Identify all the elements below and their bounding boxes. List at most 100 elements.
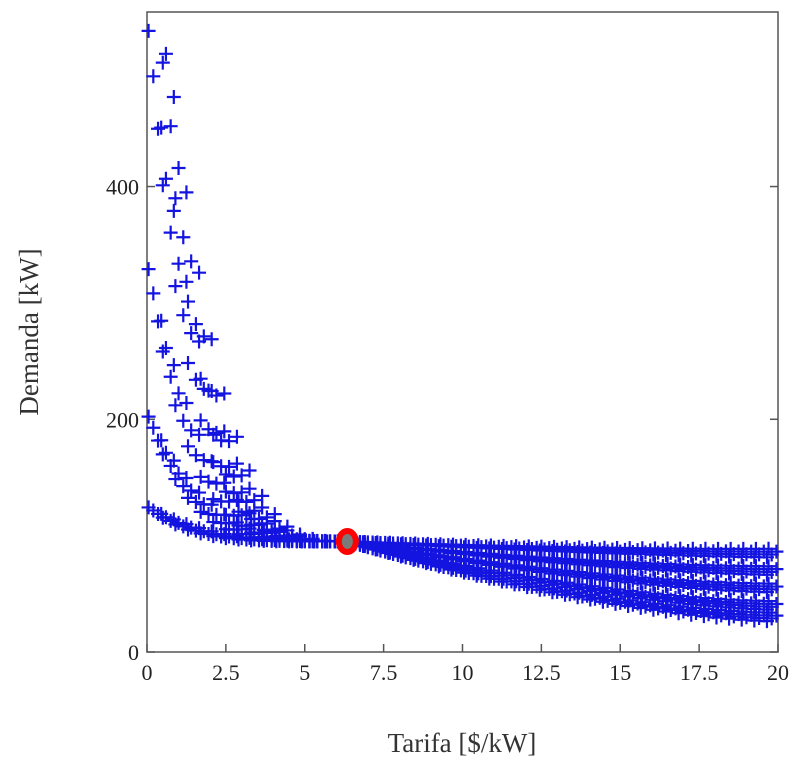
data-point bbox=[685, 574, 700, 589]
data-point bbox=[217, 386, 232, 401]
data-point bbox=[166, 358, 181, 373]
data-point bbox=[660, 557, 675, 572]
data-point bbox=[357, 539, 372, 554]
data-point bbox=[370, 542, 385, 557]
data-point bbox=[622, 555, 637, 570]
data-point bbox=[226, 486, 241, 501]
data-point bbox=[660, 541, 675, 556]
data-point bbox=[610, 554, 625, 569]
data-point bbox=[188, 317, 203, 332]
data-point bbox=[231, 518, 246, 533]
data-point bbox=[685, 557, 700, 572]
data-point bbox=[647, 541, 662, 556]
data-point bbox=[168, 398, 183, 413]
data-point bbox=[163, 119, 178, 134]
data-point bbox=[559, 552, 574, 567]
data-point bbox=[168, 517, 183, 532]
data-point bbox=[635, 555, 650, 570]
data-point bbox=[214, 494, 229, 509]
data-point bbox=[698, 558, 713, 573]
data-point bbox=[214, 433, 229, 448]
y-tick-label: 400 bbox=[106, 175, 139, 200]
data-point bbox=[158, 171, 173, 186]
data-point bbox=[226, 469, 241, 484]
data-point bbox=[698, 541, 713, 556]
data-point bbox=[769, 562, 784, 577]
data-point bbox=[181, 490, 196, 505]
data-point bbox=[420, 554, 435, 569]
data-point bbox=[229, 429, 244, 444]
data-point bbox=[234, 468, 249, 483]
data-point bbox=[281, 532, 296, 547]
data-point bbox=[769, 608, 784, 623]
data-point bbox=[193, 526, 208, 541]
data-point bbox=[217, 424, 232, 439]
data-point bbox=[319, 534, 334, 549]
data-point bbox=[483, 569, 498, 584]
data-point bbox=[433, 557, 448, 572]
data-point bbox=[723, 558, 738, 573]
data-point bbox=[193, 371, 208, 386]
data-point bbox=[597, 589, 612, 604]
x-tick-label: 2.5 bbox=[212, 660, 240, 685]
data-point bbox=[247, 493, 262, 508]
data-point bbox=[193, 504, 208, 519]
data-point bbox=[184, 483, 199, 498]
data-point bbox=[171, 386, 186, 401]
data-point bbox=[179, 395, 194, 410]
data-point bbox=[610, 591, 625, 606]
data-point bbox=[584, 566, 599, 581]
data-point bbox=[610, 568, 625, 583]
data-point bbox=[163, 369, 178, 384]
data-point bbox=[256, 522, 271, 537]
data-point bbox=[146, 286, 161, 301]
data-point bbox=[188, 494, 203, 509]
data-point bbox=[597, 540, 612, 555]
data-point bbox=[509, 574, 524, 589]
data-point bbox=[597, 554, 612, 569]
data-point bbox=[176, 230, 191, 245]
data-point bbox=[559, 563, 574, 578]
data-point bbox=[176, 479, 191, 494]
data-point bbox=[761, 541, 776, 556]
x-tick-label: 17.5 bbox=[680, 660, 719, 685]
data-point bbox=[192, 485, 207, 500]
x-tick-label: 5 bbox=[299, 660, 310, 685]
data-point bbox=[209, 425, 224, 440]
data-point bbox=[559, 540, 574, 555]
data-point bbox=[206, 427, 221, 442]
data-point bbox=[761, 576, 776, 591]
x-axis-title: Tarifa [$/kW] bbox=[388, 728, 537, 758]
data-point bbox=[685, 600, 700, 615]
data-point bbox=[151, 121, 166, 136]
data-point bbox=[255, 488, 270, 503]
data-point bbox=[166, 203, 181, 218]
data-point bbox=[166, 89, 181, 104]
data-point bbox=[673, 541, 688, 556]
data-point bbox=[201, 383, 216, 398]
data-point bbox=[748, 559, 763, 574]
data-point bbox=[584, 587, 599, 602]
data-point bbox=[685, 541, 700, 556]
data-point bbox=[206, 529, 221, 544]
data-point bbox=[168, 472, 183, 487]
data-point bbox=[218, 522, 233, 537]
data-point bbox=[673, 557, 688, 572]
data-point bbox=[597, 567, 612, 582]
data-point bbox=[761, 559, 776, 574]
data-point bbox=[559, 583, 574, 598]
data-point bbox=[209, 476, 224, 491]
data-point bbox=[496, 571, 511, 586]
data-point bbox=[647, 556, 662, 571]
x-tick-label: 20 bbox=[767, 660, 789, 685]
data-point bbox=[151, 314, 166, 329]
data-point bbox=[521, 576, 536, 591]
data-point bbox=[723, 575, 738, 590]
data-point bbox=[698, 602, 713, 617]
data-point bbox=[158, 445, 173, 460]
data-point bbox=[155, 344, 170, 359]
data-point bbox=[534, 579, 549, 594]
data-point bbox=[622, 593, 637, 608]
data-point bbox=[168, 279, 183, 294]
